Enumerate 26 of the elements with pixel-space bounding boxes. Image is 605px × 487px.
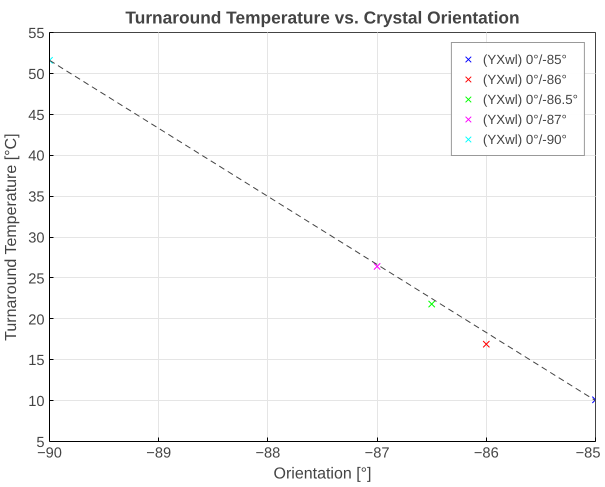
legend-label: (YXwl) 0°/-90° [482,132,567,146]
point [373,262,381,270]
y-tick-label: 30 [28,230,45,246]
y-tick-label: 10 [28,394,45,410]
y-axis-title: Turnaround Temperature [°C] [3,133,20,341]
x-tick-label: −89 [146,446,172,462]
y-tick-label: 20 [28,312,45,328]
y-tick-label: 50 [28,66,45,83]
y-tick-label: 25 [28,271,45,288]
x-tick-label: −87 [364,446,390,462]
y-tick-label: 45 [28,108,45,124]
y-tick-label: 55 [28,26,45,42]
point [482,340,490,348]
point [428,300,436,308]
x-tick-label: −88 [255,446,280,462]
x-tick-label: −86 [474,446,499,462]
y-tick-label: 15 [28,353,45,370]
y-tick-label: 35 [28,190,45,206]
legend-label: (YXwl) 0°/-87° [482,112,567,126]
y-tick-label: 40 [28,148,45,165]
x-tick-label: −85 [576,446,601,462]
legend-label: (YXwl) 0°/-86° [482,72,567,86]
x-axis-title: Orientation [°] [274,466,372,482]
legend-label: (YXwl) 0°/-86.5° [482,92,578,106]
chart-title: Turnaround Temperature vs. Crystal Orientation [125,8,520,28]
legend-label: (YXwl) 0°/-85° [482,52,567,66]
